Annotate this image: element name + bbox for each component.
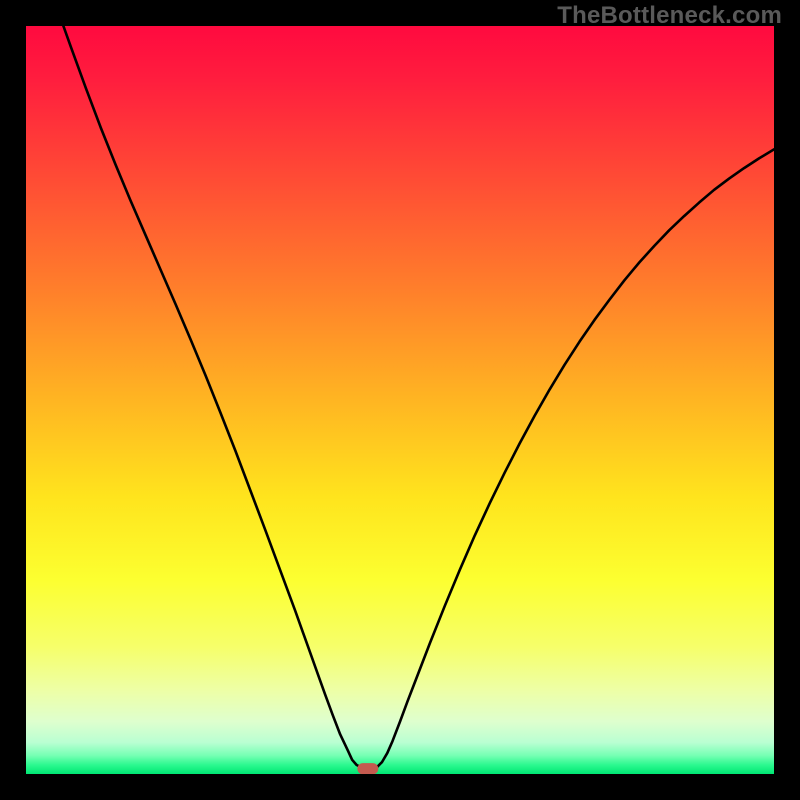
plot-area (26, 26, 774, 774)
chart-svg (26, 26, 774, 774)
minimum-marker (357, 763, 378, 774)
gradient-background (26, 26, 774, 774)
outer-frame: TheBottleneck.com (0, 0, 800, 800)
